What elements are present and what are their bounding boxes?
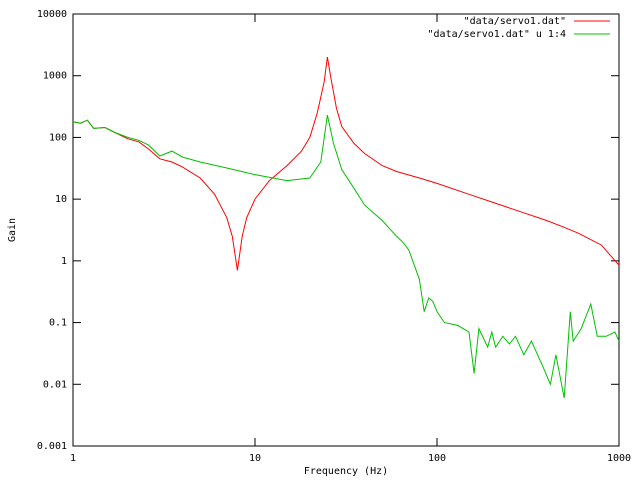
x-tick-label: 1 bbox=[70, 453, 76, 464]
y-axis-label: Gain bbox=[7, 218, 18, 242]
y-tick-label: 0.001 bbox=[37, 441, 67, 452]
series-line bbox=[72, 57, 620, 271]
x-axis-label: Frequency (Hz) bbox=[304, 466, 388, 477]
plot-border bbox=[72, 13, 620, 447]
x-tick-label: 10 bbox=[249, 453, 261, 464]
series-line bbox=[72, 114, 620, 399]
legend-label: "data/servo1.dat" u 1:4 bbox=[428, 29, 566, 40]
y-tick-label: 10000 bbox=[37, 9, 67, 20]
y-tick-label: 0.01 bbox=[43, 379, 67, 390]
x-tick-label: 100 bbox=[428, 453, 446, 464]
y-tick-label: 0.1 bbox=[49, 318, 67, 329]
y-tick-label: 10 bbox=[55, 194, 67, 205]
x-tick-label: 1000 bbox=[607, 453, 631, 464]
legend-label: "data/servo1.dat" bbox=[464, 16, 566, 27]
y-tick-label: 1000 bbox=[43, 71, 67, 82]
y-tick-label: 1 bbox=[61, 256, 67, 267]
y-tick-label: 100 bbox=[49, 132, 67, 143]
